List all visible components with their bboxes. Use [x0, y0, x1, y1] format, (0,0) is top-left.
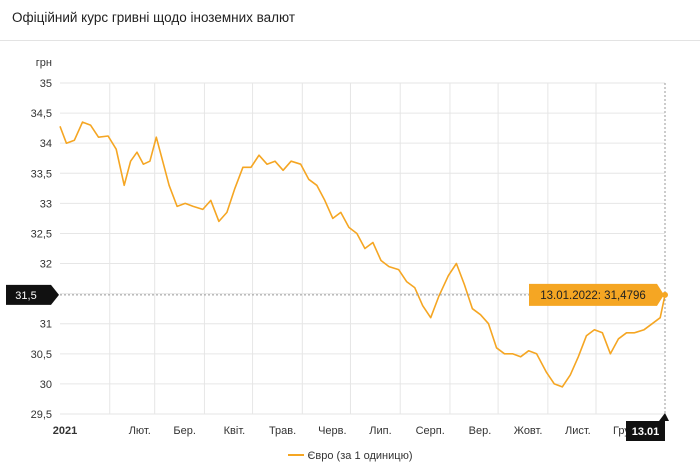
y-tick-label: 34	[40, 138, 52, 150]
x-tick-label: Трав.	[269, 425, 296, 437]
x-crosshair-label: 13.01	[632, 426, 660, 438]
y-tick-label: 31	[40, 319, 52, 331]
x-tick-label: Квіт.	[224, 425, 246, 437]
header-divider	[0, 40, 700, 41]
x-crosshair-pointer	[659, 413, 669, 421]
line-chart[interactable]: 35 34,5 34 33,5 33 32,5 32 31 30,5 30 29,5 грн 2021 Л…	[0, 0, 700, 450]
x-tick-label: Лип.	[369, 425, 391, 437]
y-tick-label: 32,5	[31, 228, 52, 240]
current-point[interactable]	[662, 291, 668, 298]
x-tick-label: Черв.	[318, 425, 346, 437]
x-tick-label: Лист.	[565, 425, 591, 437]
y-tick-label: 34,5	[31, 108, 52, 120]
legend-swatch	[287, 454, 304, 457]
y-tick-label: 30,5	[31, 349, 52, 361]
x-tick-label: Бер.	[173, 425, 196, 437]
x-tick-label: 2021	[53, 425, 77, 437]
y-tick-label: 33	[40, 198, 52, 210]
x-tick-label: Вер.	[469, 425, 492, 437]
y-tick-label: 29,5	[31, 409, 52, 421]
y-tick-label: 30	[40, 379, 52, 391]
x-crosshair-marker	[626, 421, 665, 441]
y-axis-label: грн	[36, 57, 52, 69]
legend-label: Євро (за 1 одиницю)	[307, 450, 413, 462]
y-tick-label: 33,5	[31, 168, 52, 180]
y-tick-label: 35	[40, 78, 52, 90]
page-title: Офіційний курс гривні щодо іноземних вал…	[12, 10, 296, 25]
chart-legend[interactable]: Євро (за 1 одиницю)	[0, 450, 700, 462]
x-tick-label: Жовт.	[514, 425, 543, 437]
y-crosshair-label: 31,5	[15, 290, 36, 302]
tooltip-text: 13.01.2022: 31,4796	[540, 290, 646, 302]
y-tick-label: 32	[40, 259, 52, 271]
tooltip-box	[529, 283, 664, 306]
series-line-euro[interactable]	[59, 121, 666, 388]
x-tick-label: Серп.	[416, 425, 445, 437]
x-tick-label: Лют.	[129, 425, 151, 437]
y-crosshair-marker	[6, 284, 59, 305]
